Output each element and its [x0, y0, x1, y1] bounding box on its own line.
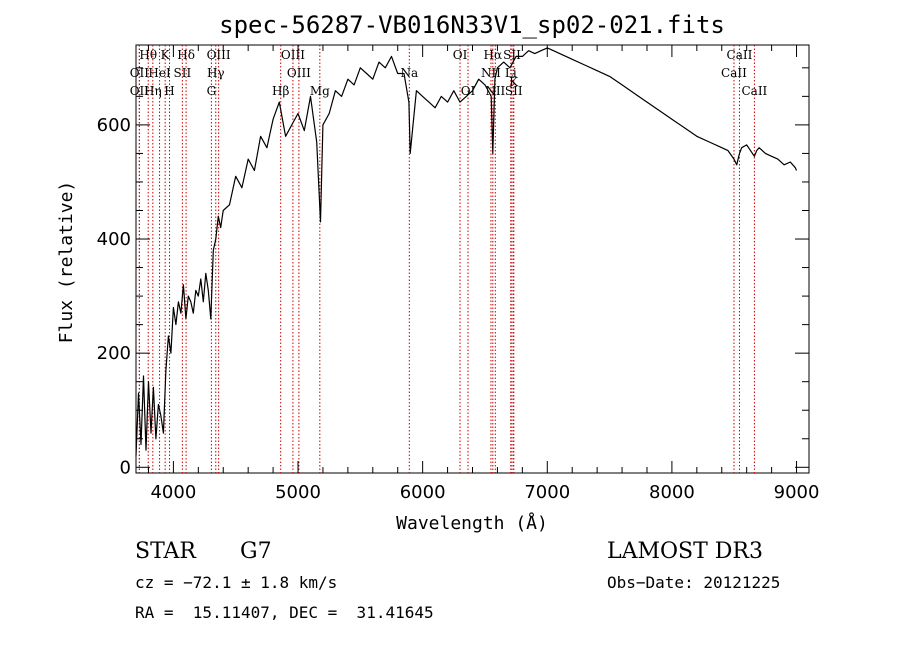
- line-label-6: H: [164, 84, 174, 98]
- line-label-28: CaII: [741, 84, 767, 98]
- line-label-20: NII: [481, 66, 501, 80]
- x-tick-label-3: 7000: [524, 482, 570, 503]
- spectrum-series: [135, 47, 798, 456]
- spectrum-line: [135, 47, 798, 456]
- y-axis-label: Flux (relative): [56, 181, 77, 344]
- line-label-25: SII: [505, 84, 523, 98]
- y-tick-label-3: 600: [97, 115, 131, 136]
- line-label-11: G: [207, 84, 217, 98]
- line-label-16: Na: [400, 66, 418, 80]
- line-label-24: K: [509, 75, 519, 89]
- line-label-2: OII: [130, 84, 150, 98]
- line-label-10: Hγ: [207, 66, 225, 80]
- line-label-1: OII: [130, 66, 150, 80]
- line-label-13: OIII: [281, 48, 305, 62]
- x-axis-label: Wavelength (Å): [396, 512, 548, 534]
- line-label-8: SII: [174, 66, 192, 80]
- line-label-15: Mg: [310, 84, 330, 98]
- line-label-14: OIII: [287, 66, 311, 80]
- x-tick-label-2: 6000: [400, 482, 446, 503]
- sky-coordinates: RA = 15.11407, DEC = 31.41645: [135, 603, 434, 622]
- observation-date: Obs−Date: 20121225: [607, 573, 781, 592]
- line-label-27: CaII: [721, 66, 747, 80]
- line-label-4: HeI: [148, 66, 171, 80]
- line-label-22: SII: [503, 48, 521, 62]
- line-label-19: Hα: [484, 48, 503, 62]
- line-label-0: Hθ: [139, 48, 157, 62]
- line-label-7: Hδ: [177, 48, 195, 62]
- axis-ticks: 4000 5000 6000 7000 8000 9000 0 200 400 600: [97, 45, 820, 503]
- line-label-12: Hβ: [272, 84, 289, 98]
- y-tick-label-2: 400: [97, 229, 131, 250]
- spectral-line-labels: Hθ OII OII K HeI Hη H Hδ SII OIII Hγ G Hβ OIII OIII Mg N…: [130, 48, 768, 98]
- line-label-17: OI: [453, 48, 468, 62]
- object-subclass: G7: [240, 539, 272, 564]
- plot-frame: [135, 44, 810, 474]
- line-label-26: CaII: [727, 48, 753, 62]
- line-label-9: OIII: [207, 48, 231, 62]
- x-tick-label-0: 4000: [150, 482, 196, 503]
- line-label-21: NII: [485, 84, 505, 98]
- x-tick-label-1: 5000: [275, 482, 321, 503]
- x-tick-label-5: 9000: [774, 482, 820, 503]
- survey-name: LAMOST DR3: [607, 539, 763, 564]
- x-tick-label-4: 8000: [649, 482, 695, 503]
- redshift-velocity: cz = −72.1 ± 1.8 km/s: [135, 573, 338, 592]
- line-label-5: Hη: [144, 84, 162, 98]
- line-label-18: OI: [461, 84, 476, 98]
- y-tick-label-0: 0: [120, 457, 131, 478]
- object-class: STAR: [135, 539, 196, 564]
- chart-title: spec-56287-VB016N33V1_sp02-021.fits: [219, 11, 725, 39]
- y-tick-label-1: 200: [97, 343, 131, 364]
- line-label-3: K: [161, 48, 171, 62]
- spectral-line-markers: [138, 45, 755, 473]
- line-label-23: Li: [505, 66, 517, 80]
